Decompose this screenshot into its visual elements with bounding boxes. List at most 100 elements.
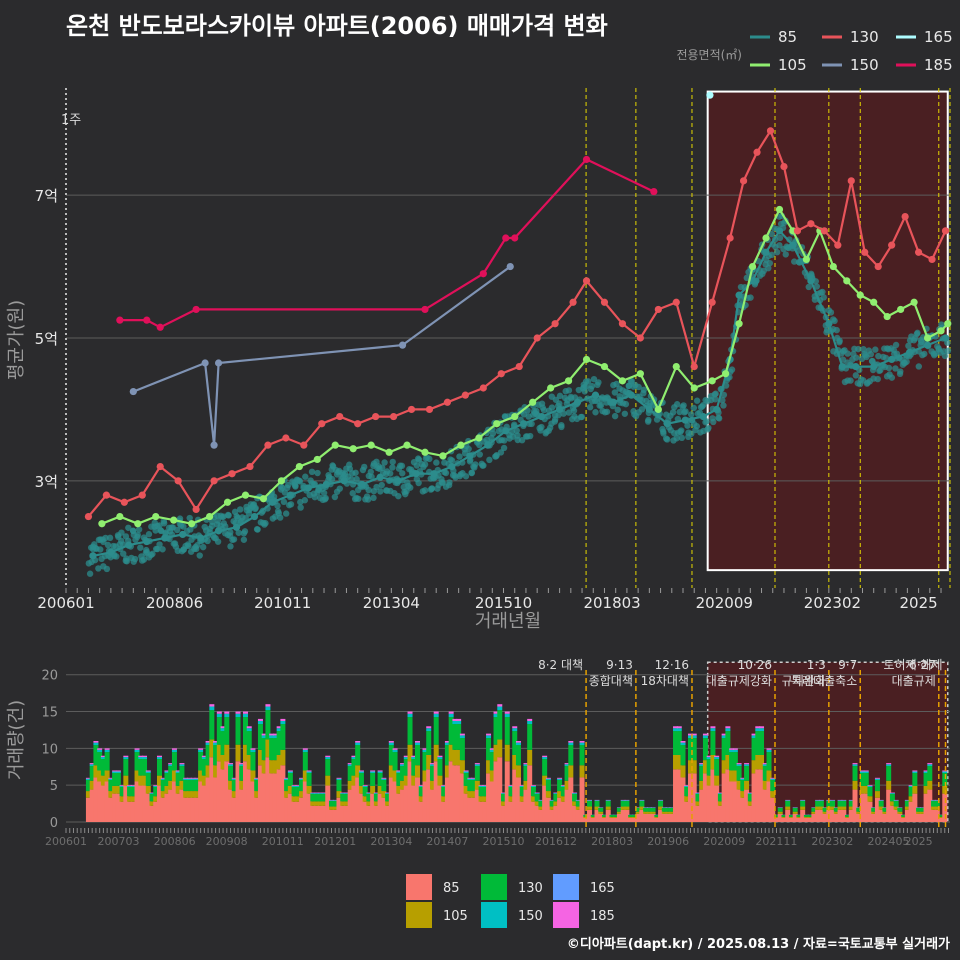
data-point-130 [515,362,523,371]
bar-130 [938,815,944,817]
legend-label-105: 105 [778,56,807,74]
bar-85 [852,789,858,822]
bar-85 [149,805,155,822]
x-tick-label: 201510 [475,594,532,612]
bar-105 [788,816,794,818]
data-point-130 [192,505,200,514]
data-point-85 [214,538,222,545]
bar-105 [863,785,869,794]
bar-130 [216,717,222,745]
data-point-85 [888,355,896,364]
bar-85 [766,781,772,822]
bar-185 [97,748,103,750]
bar-105 [568,765,574,778]
bar-150 [299,778,305,781]
bar-130 [530,787,536,797]
data-point-85 [811,296,819,303]
data-point-150 [398,341,407,349]
bar-105 [609,816,615,818]
data-point-85 [285,481,292,489]
bar-130 [93,745,99,766]
bar-85 [508,801,514,822]
bar-150 [702,735,708,739]
x-tick-label: 200908 [206,835,248,848]
bar-105 [501,801,507,806]
bar-85 [299,797,305,822]
bar-85 [519,801,525,822]
bar-150 [280,720,286,725]
bar-105 [702,760,708,774]
x-tick-label: 2025 [899,594,937,612]
data-point-85 [159,546,166,553]
policy-annotation: 대출규제강화 [706,674,772,688]
bar-185 [512,726,518,729]
data-point-130 [551,320,559,328]
bar-150 [153,785,159,788]
bar-150 [755,728,761,732]
data-point-85 [776,234,784,242]
bar-85 [549,809,555,822]
bar-150 [800,800,806,802]
bar-85 [362,801,368,822]
bar-105 [463,785,469,794]
bar-185 [153,785,159,786]
bar-85 [127,801,133,822]
bar-185 [231,777,237,779]
bar-105 [938,816,944,818]
marker-label: 1주 [61,113,81,128]
bar-185 [515,741,521,743]
bar-85 [160,797,166,822]
bar-150 [358,771,364,774]
bar-185 [224,711,230,714]
bar-85 [729,781,735,822]
bar-105 [448,744,454,762]
bar-150 [415,742,421,746]
data-point-130 [318,420,326,428]
data-point-85 [874,375,881,383]
bar-85 [343,805,349,822]
data-point-130 [461,391,469,399]
bar-105 [138,775,144,786]
data-point-85 [773,248,781,256]
bar-150 [878,800,884,802]
bar-185 [680,741,686,743]
data-point-130 [739,177,748,185]
bar-150 [538,800,544,802]
bar-185 [579,741,585,743]
bar-150 [377,771,383,774]
data-point-85 [941,352,949,360]
data-point-130 [102,491,110,499]
bar-105 [93,765,99,778]
bar-85 [250,781,256,822]
bar-150 [351,757,357,760]
data-point-105 [636,370,644,378]
bar-130 [714,759,720,776]
data-point-105 [188,520,196,528]
bar-105 [916,811,922,814]
bar-150 [250,749,256,753]
bar-150 [183,778,189,781]
bar-85 [691,773,697,822]
bar-85 [171,781,177,822]
data-point-85 [415,479,422,487]
bar-150 [859,771,865,774]
bar-150 [568,742,574,746]
bar-150 [489,749,495,753]
bar-85 [224,761,230,822]
bar-150 [501,793,507,795]
bar-130 [411,759,417,776]
bar-150 [785,800,791,802]
bar-130 [871,808,877,812]
bar-130 [684,787,690,797]
x-tick-label: 202302 [804,594,861,612]
bar-185 [209,704,215,707]
data-point-85 [921,350,928,358]
data-point-85 [719,397,726,404]
data-point-85 [906,348,914,356]
bar-130 [168,766,174,781]
bar-105 [381,791,387,798]
bar-130 [504,717,510,745]
bar-150 [85,778,91,781]
data-point-130 [174,477,182,485]
bar-185 [504,711,510,714]
